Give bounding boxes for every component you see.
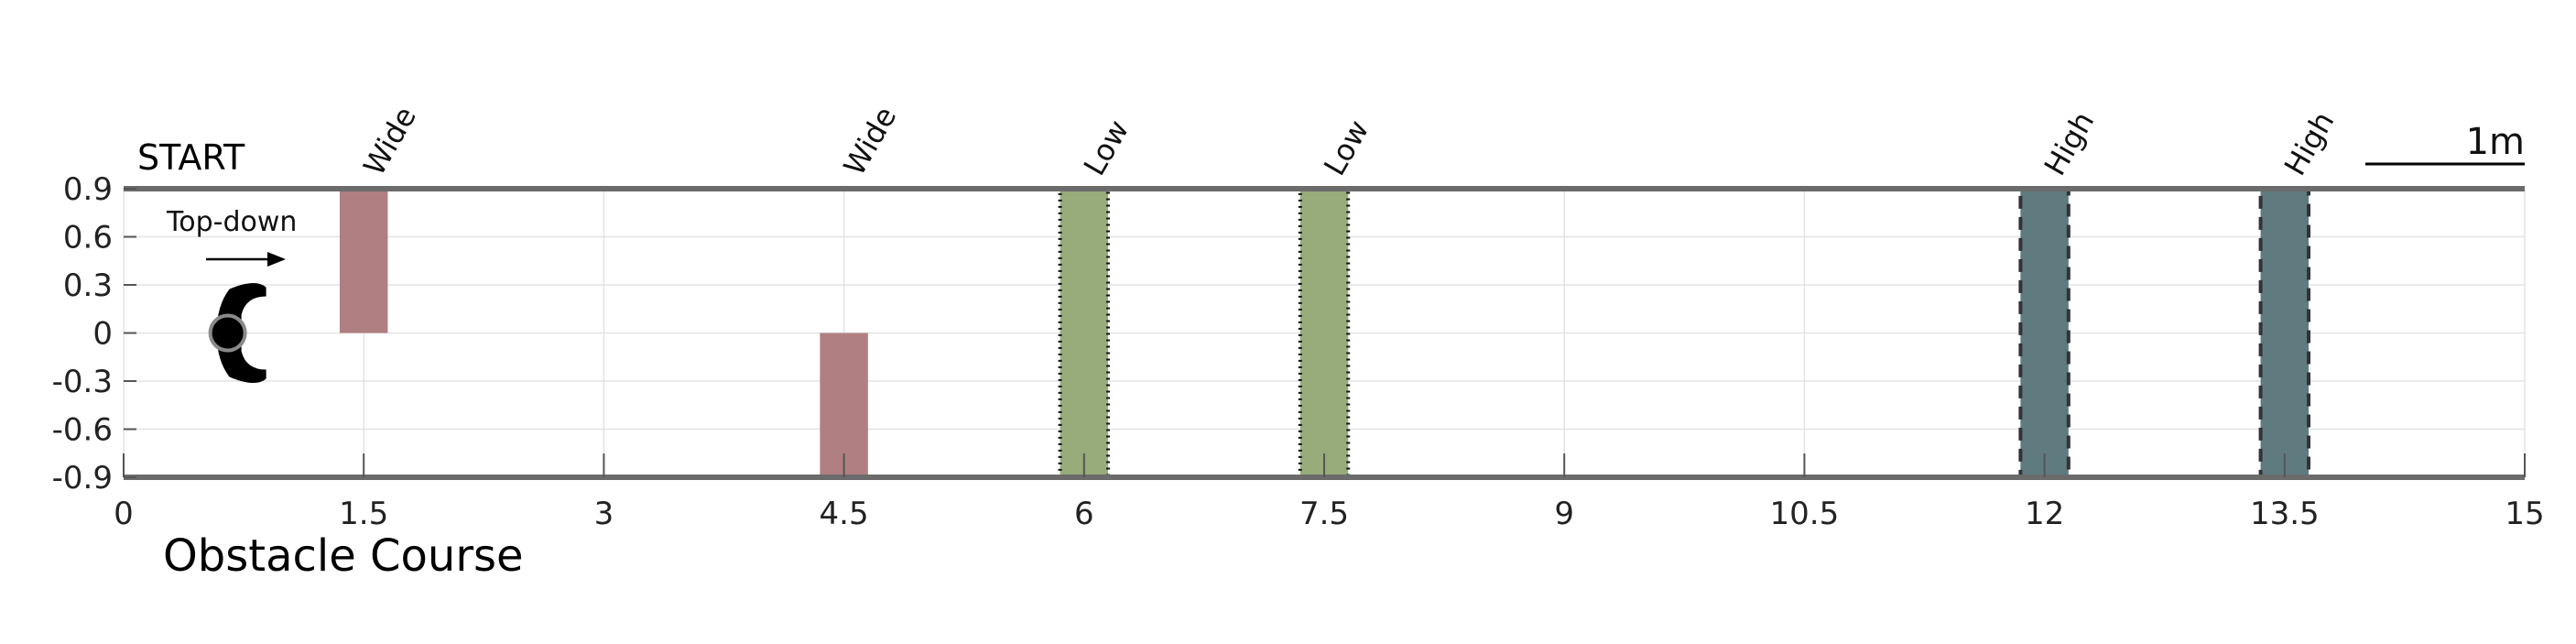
obstacle-wide	[339, 189, 388, 333]
y-tick-label: -0.9	[52, 460, 113, 497]
obstacle-label: Wide	[356, 101, 423, 181]
obstacle-label: High	[2038, 105, 2102, 181]
obstacle-low	[1298, 187, 1351, 479]
obstacle-label: High	[2277, 105, 2342, 181]
obstacle-label: Wide	[837, 101, 904, 181]
y-tick-label: 0.6	[63, 220, 113, 257]
x-tick-label: 4.5	[820, 496, 869, 532]
x-tick-label: 12	[2025, 496, 2064, 532]
y-tick-label: -0.3	[52, 364, 113, 400]
x-tick-label: 0	[114, 496, 134, 532]
x-tick-label: 9	[1554, 496, 1574, 532]
robot-icon	[208, 282, 266, 384]
obstacle-label: Low	[1077, 114, 1136, 181]
robot-view-label: Top-down	[166, 206, 297, 238]
y-tick-label: 0.3	[63, 267, 113, 304]
direction-arrow-icon	[206, 252, 286, 267]
obstacle-high	[2018, 187, 2071, 479]
chart-title: Obstacle Course	[163, 530, 524, 582]
robot-head	[208, 313, 247, 353]
obstacle-low	[1058, 187, 1111, 479]
obstacle-label: Low	[1317, 114, 1375, 181]
y-tick-label: -0.6	[52, 412, 113, 449]
y-tick-label: 0.9	[63, 171, 113, 208]
x-tick-label: 10.5	[1770, 496, 1840, 532]
scale-bar: 1m	[2365, 121, 2525, 166]
axis-ticks: 0.90.60.30-0.3-0.6-0.90 1.5 3 4.5 6 7.5 9 10.5 1…	[52, 171, 2545, 532]
start-label: START	[137, 137, 245, 178]
x-tick-label: 13.5	[2250, 496, 2320, 532]
x-tick-label: 15	[2505, 496, 2544, 532]
scale-bar-label: 1m	[2466, 121, 2525, 163]
y-tick-label: 0	[92, 316, 113, 353]
x-tick-label: 3	[594, 496, 614, 532]
obstacle-high	[2258, 187, 2311, 479]
x-tick-label: 1.5	[339, 496, 388, 532]
obstacle-wide	[820, 333, 868, 477]
x-tick-label: 6	[1074, 496, 1094, 532]
x-tick-label: 7.5	[1299, 496, 1349, 532]
